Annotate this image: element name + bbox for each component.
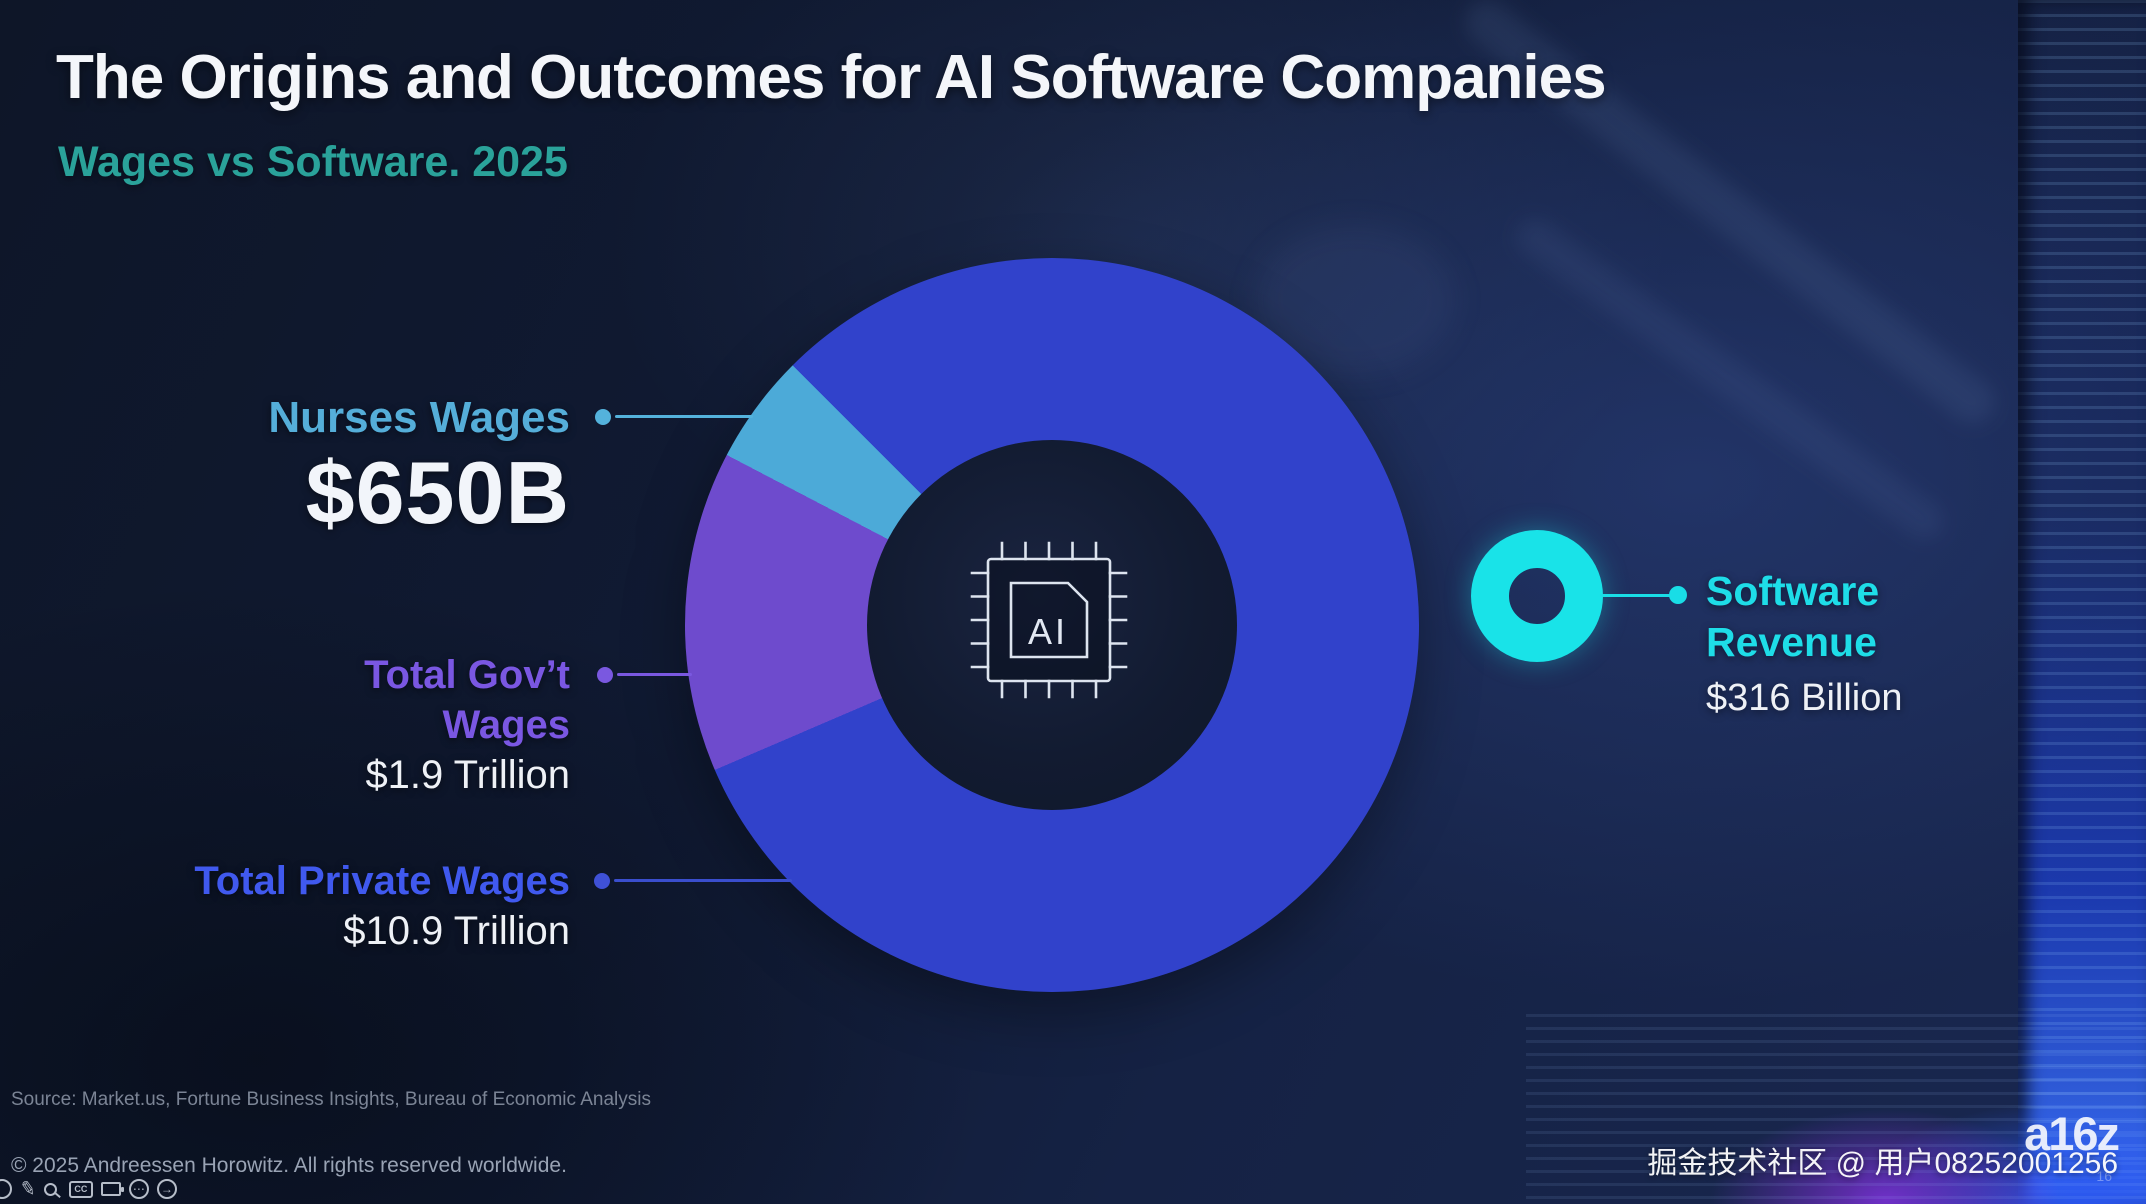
camera-icon[interactable] <box>100 1182 124 1196</box>
shape-circle-icon[interactable] <box>0 1179 12 1199</box>
software-leader-line <box>1600 594 1672 597</box>
software-revenue-name-line2: Revenue <box>1706 619 1877 665</box>
next-arrow-icon[interactable]: → <box>156 1179 177 1199</box>
watermark-mini: 16 <box>2096 1168 2112 1184</box>
ai-chip-icon: AI <box>970 541 1128 699</box>
label-gov-wages: Total Gov’t Wages $1.9 Trillion <box>364 650 570 800</box>
bottom-right-glow <box>1526 1014 2146 1204</box>
label-private-wages: Total Private Wages $10.9 Trillion <box>194 856 570 956</box>
watermark-text: 掘金技术社区 @ 用户08252001256 <box>1647 1147 2118 1180</box>
source-note: Source: Market.us, Fortune Business Insi… <box>11 1089 651 1110</box>
nurses-wages-name: Nurses Wages <box>268 393 570 442</box>
page-title: The Origins and Outcomes for AI Software… <box>56 43 1607 112</box>
gov-leader-line <box>617 673 692 676</box>
private-leader-dot <box>594 873 610 889</box>
screen-edge-glow <box>2018 0 2146 1204</box>
software-revenue-ring <box>1471 530 1603 662</box>
nurses-wages-value: $650B <box>305 443 570 542</box>
gov-wages-name-line1: Total Gov’t <box>364 653 570 697</box>
a16z-logo: a16z <box>2024 1107 2120 1160</box>
software-leader-dot <box>1669 586 1687 604</box>
page-subtitle: Wages vs Software. 2025 <box>58 138 568 186</box>
nurses-leader-dot <box>595 409 611 425</box>
pencil-icon[interactable]: ✎ <box>18 1177 38 1201</box>
copyright-note: © 2025 Andreessen Horowitz. All rights r… <box>11 1154 567 1177</box>
gov-leader-dot <box>597 667 613 683</box>
magnifier-icon[interactable] <box>43 1182 57 1196</box>
private-leader-line <box>614 879 792 882</box>
gov-wages-value: $1.9 Trillion <box>365 753 570 797</box>
gov-wages-name-line2: Wages <box>442 703 570 747</box>
software-revenue-name-line1: Software <box>1706 568 1880 614</box>
label-nurses-wages: Nurses Wages $650B <box>268 392 570 542</box>
closed-captions-icon[interactable]: CC <box>68 1180 93 1198</box>
more-options-icon[interactable]: ⋯ <box>128 1179 149 1199</box>
ai-chip-label: AI <box>1028 611 1068 652</box>
label-software-revenue: Software Revenue $316 Billion <box>1706 566 1902 722</box>
private-wages-name: Total Private Wages <box>194 859 570 903</box>
nurses-leader-line <box>615 415 753 418</box>
private-wages-value: $10.9 Trillion <box>343 909 570 953</box>
annotation-toolbar: ✎ CC ⋯ → <box>0 1176 177 1202</box>
software-revenue-value: $316 Billion <box>1706 677 1903 719</box>
